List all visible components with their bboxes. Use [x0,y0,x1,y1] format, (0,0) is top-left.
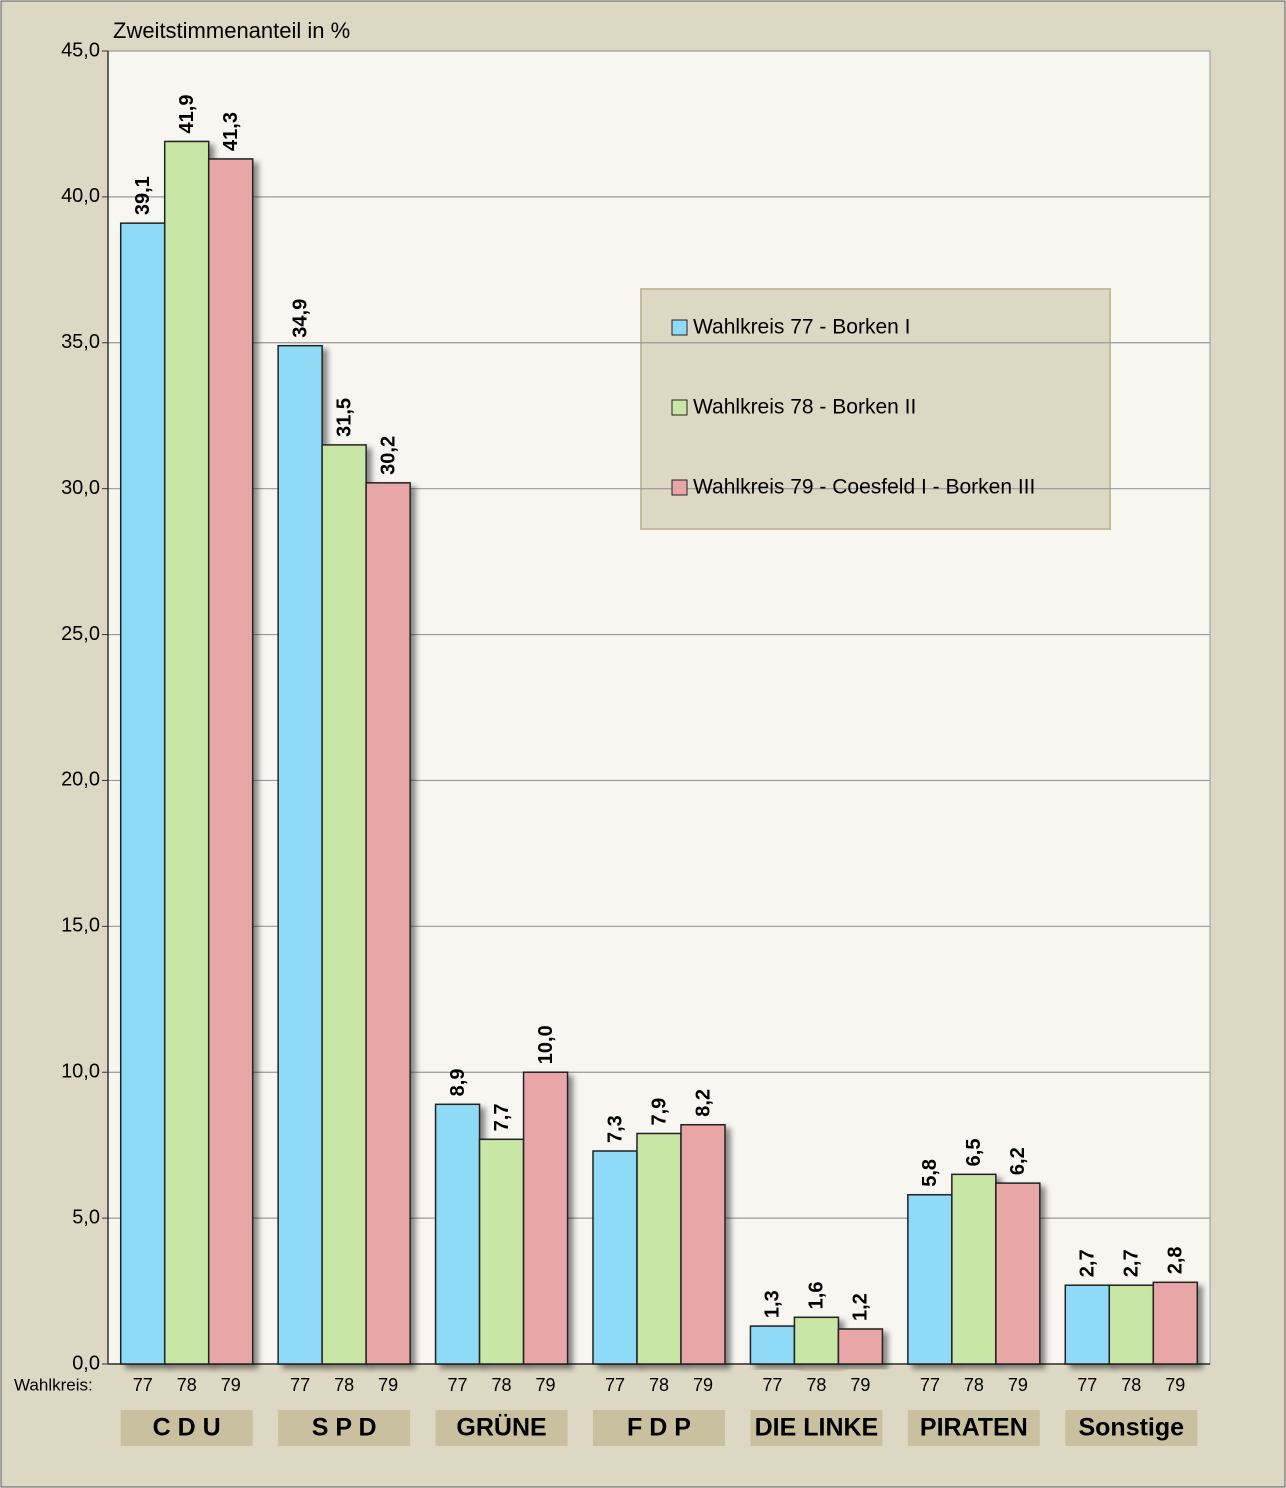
bar [1152,1281,1199,1365]
legend-swatch [671,399,688,416]
category-box [435,1410,568,1446]
y-tick-label: 30,0 [61,477,100,499]
legend-label: Wahlkreis 78 - Borken II [693,396,916,419]
y-tick-label: 20,0 [61,769,100,791]
y-tick-label: 5,0 [72,1206,100,1228]
category-box [750,1410,883,1446]
category-box [278,1410,411,1446]
value-label: 2,7 [1121,1249,1143,1277]
value-label: 7,7 [491,1104,513,1132]
x-tick-label: C D U [153,1414,221,1442]
value-label: 7,9 [648,1098,670,1126]
value-label: 34,9 [289,299,311,338]
bar-label: 79 [1165,1375,1185,1395]
legend-swatch [671,479,688,496]
legend-swatch [671,319,688,336]
bar [749,1325,796,1365]
bar-label: 78 [964,1375,984,1395]
bar-label: 79 [536,1375,556,1395]
value-label: 8,2 [692,1089,714,1117]
bar [837,1328,884,1365]
bar-label: 79 [378,1375,398,1395]
value-label: 30,2 [377,436,399,475]
bar [207,158,254,1365]
bar [951,1173,997,1365]
y-axis-label: Zweitstimmenanteil in % [113,18,350,43]
bar-label: 77 [920,1375,940,1395]
bar [636,1132,682,1365]
value-label: 2,7 [1077,1249,1099,1277]
bar-label: 77 [762,1375,782,1395]
bar [680,1123,726,1365]
value-label: 1,6 [806,1282,828,1310]
y-tick-label: 25,0 [61,623,100,645]
category-box [593,1410,725,1446]
bar [321,444,367,1365]
value-label: 1,2 [850,1293,872,1321]
bar [522,1071,569,1365]
bar [365,482,411,1365]
value-label: 8,9 [447,1069,469,1097]
value-label: 7,3 [604,1115,626,1143]
bar-label: 77 [290,1375,310,1395]
y-tick-label: 40,0 [61,185,100,207]
bar [793,1316,840,1365]
value-label: 31,5 [333,398,355,437]
value-label: 6,2 [1007,1147,1029,1175]
bar [478,1138,525,1365]
value-label: 39,1 [132,176,154,215]
bar-label: 79 [221,1375,241,1395]
bar-label: 78 [177,1375,197,1395]
value-label: 10,0 [535,1025,557,1064]
value-label: 1,3 [762,1290,784,1318]
bar [907,1194,953,1365]
bar-label: 77 [605,1375,625,1395]
bar [277,344,323,1365]
category-box [120,1410,253,1446]
y-tick-label: 10,0 [61,1061,100,1083]
bar-label: 79 [693,1375,713,1395]
y-tick-label: 45,0 [61,39,100,61]
value-label: 5,8 [919,1159,941,1187]
bar-label: 78 [806,1375,826,1395]
x-tick-label: DIE LINKE [755,1414,879,1442]
bar-label: 77 [1077,1375,1097,1395]
x-tick-label: Sonstige [1078,1414,1184,1442]
x-tick-label: S P D [312,1414,377,1442]
value-label: 6,5 [963,1139,985,1167]
legend-label: Wahlkreis 79 - Coesfeld I - Borken III [693,476,1035,499]
bar-label: 78 [334,1375,354,1395]
bar [995,1182,1041,1365]
category-box [907,1410,1040,1446]
category-box [1065,1410,1198,1446]
bar-label: 77 [133,1375,153,1395]
bar [1108,1284,1155,1365]
y-tick-label: 0,0 [72,1352,100,1374]
bar [592,1150,638,1365]
bar [119,222,166,1365]
y-tick-label: 35,0 [61,331,100,353]
x-tick-label: PIRATEN [920,1414,1028,1442]
bar-label: 78 [1121,1375,1141,1395]
bar-label: 78 [649,1375,669,1395]
bar-label: 79 [850,1375,870,1395]
bar [1064,1284,1111,1365]
legend-label: Wahlkreis 77 - Borken I [693,316,910,339]
x-sublabel-title: Wahlkreis: [14,1375,93,1394]
y-tick-label: 15,0 [61,915,100,937]
x-tick-label: GRÜNE [456,1413,546,1442]
bar-label: 79 [1008,1375,1028,1395]
bar [163,140,210,1365]
value-label: 41,9 [176,95,198,134]
bar-label: 77 [448,1375,468,1395]
bar-label: 78 [492,1375,512,1395]
x-tick-label: F D P [627,1414,691,1442]
value-label: 2,8 [1165,1246,1187,1274]
bar [434,1103,481,1365]
value-label: 41,3 [220,112,242,151]
